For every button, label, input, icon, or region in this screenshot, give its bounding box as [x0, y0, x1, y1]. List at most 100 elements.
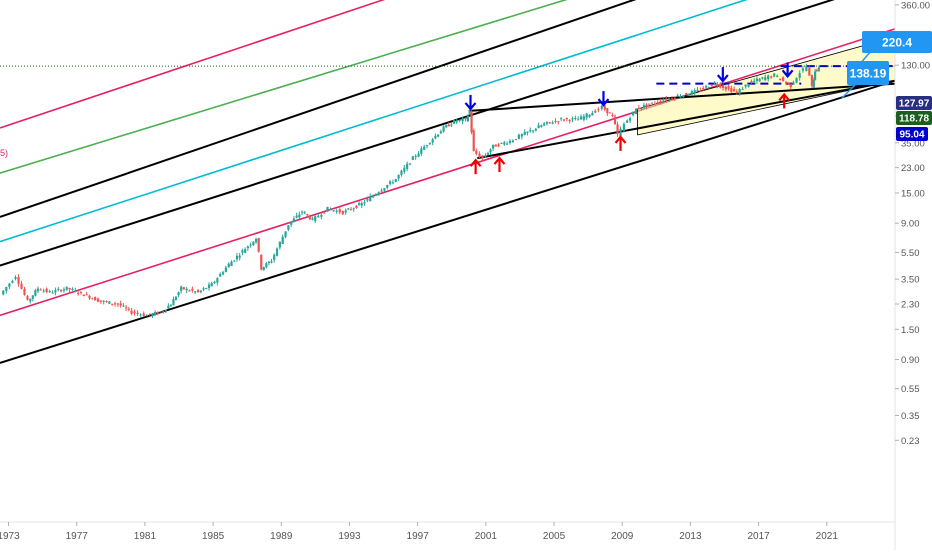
- candle-body: [74, 290, 77, 292]
- y-tick-label: 3.50: [901, 275, 920, 286]
- candle-body: [94, 296, 97, 301]
- candle-body: [284, 231, 287, 237]
- x-tick-label: 1993: [338, 531, 361, 542]
- x-tick-label: 1997: [407, 531, 430, 542]
- candle-body: [91, 298, 94, 300]
- candle-body: [458, 119, 461, 121]
- candle-body: [710, 84, 713, 86]
- candle-body: [640, 108, 643, 110]
- candle-body: [813, 71, 817, 81]
- candle-body: [308, 216, 311, 220]
- candle-body: [314, 216, 317, 221]
- candle-body: [169, 304, 173, 307]
- candle-body: [292, 218, 296, 223]
- channel-line: [0, 0, 835, 267]
- price-badge-118: 118.78: [896, 111, 932, 125]
- candle-body: [167, 305, 170, 309]
- candle-body: [517, 134, 520, 139]
- candle-body: [606, 108, 609, 114]
- candle-body: [26, 296, 29, 300]
- candle-body: [767, 75, 770, 80]
- candle-body: [744, 84, 747, 87]
- candle-body: [380, 190, 383, 192]
- candle-body: [704, 86, 708, 88]
- candle-body: [290, 221, 293, 225]
- candle-body: [108, 301, 111, 304]
- candle-body: [801, 68, 805, 71]
- candle-body: [136, 312, 139, 314]
- y-tick-label: 130.00: [901, 61, 930, 72]
- candle-body: [11, 281, 14, 283]
- price-labels: 220.4 138.19 127.97 118.78 95.04: [841, 31, 932, 141]
- candle-body: [724, 86, 727, 90]
- candle-body: [560, 118, 563, 120]
- candle-body: [693, 90, 696, 94]
- candle-body: [406, 163, 409, 169]
- channel-line: [0, 79, 895, 364]
- candle-body: [82, 294, 85, 297]
- candle-body: [386, 184, 389, 188]
- candle-body: [139, 314, 142, 316]
- candle-body: [113, 303, 117, 305]
- candle-body: [659, 101, 662, 103]
- candle-body: [156, 312, 159, 315]
- candle-body: [508, 141, 512, 143]
- candle-body: [188, 290, 191, 292]
- candle-body: [210, 283, 213, 287]
- candle-body: [403, 167, 406, 172]
- candle-body: [227, 263, 230, 268]
- candle-body: [789, 83, 792, 88]
- candle-body: [397, 174, 400, 179]
- x-tick-label: 2013: [679, 531, 702, 542]
- candle-body: [670, 98, 674, 100]
- candle-body: [57, 289, 60, 291]
- price-badge-95: 95.04: [896, 127, 928, 141]
- candle-body: [472, 130, 475, 152]
- candle-body: [500, 142, 503, 144]
- candle-body: [653, 103, 657, 105]
- candle-body: [151, 313, 154, 316]
- candle-body: [650, 102, 654, 104]
- down-arrow: [781, 62, 794, 79]
- candle-body: [461, 118, 464, 122]
- candle-body: [526, 131, 529, 133]
- candle-body: [785, 81, 788, 84]
- candle-body: [332, 210, 335, 212]
- candle-body: [662, 100, 665, 103]
- y-tick-label: 9.00: [901, 219, 920, 230]
- plot-area: 5): [0, 0, 895, 364]
- candle-body: [159, 311, 162, 313]
- down-arrow: [597, 91, 610, 107]
- candle-body: [196, 290, 200, 292]
- candle-body: [735, 91, 738, 93]
- candle-body: [727, 86, 730, 89]
- candle-body: [452, 120, 455, 124]
- candle-body: [133, 311, 136, 314]
- candle-body: [338, 209, 341, 213]
- candle-body: [17, 276, 20, 284]
- candle-body: [676, 95, 679, 97]
- candle-body: [668, 98, 671, 100]
- candle-body: [311, 218, 314, 220]
- candle-body: [23, 288, 26, 295]
- candle-body: [249, 244, 252, 246]
- candle-body: [54, 290, 57, 293]
- candle-body: [383, 188, 386, 191]
- candle-body: [716, 84, 719, 86]
- candle-body: [267, 261, 271, 264]
- candle-body: [492, 144, 495, 149]
- candle-body: [732, 89, 736, 92]
- y-tick-label: 23.00: [901, 163, 925, 174]
- up-arrow: [614, 135, 627, 151]
- candle-body: [730, 88, 733, 92]
- candle-body: [5, 287, 8, 291]
- candle-body: [306, 214, 309, 216]
- svg-text:95.04: 95.04: [899, 130, 924, 141]
- candle-body: [174, 296, 178, 300]
- candle-body: [366, 198, 369, 201]
- candle-body: [344, 210, 347, 213]
- candle-body: [782, 77, 785, 82]
- candle-body: [85, 294, 88, 296]
- candle-body: [468, 110, 471, 114]
